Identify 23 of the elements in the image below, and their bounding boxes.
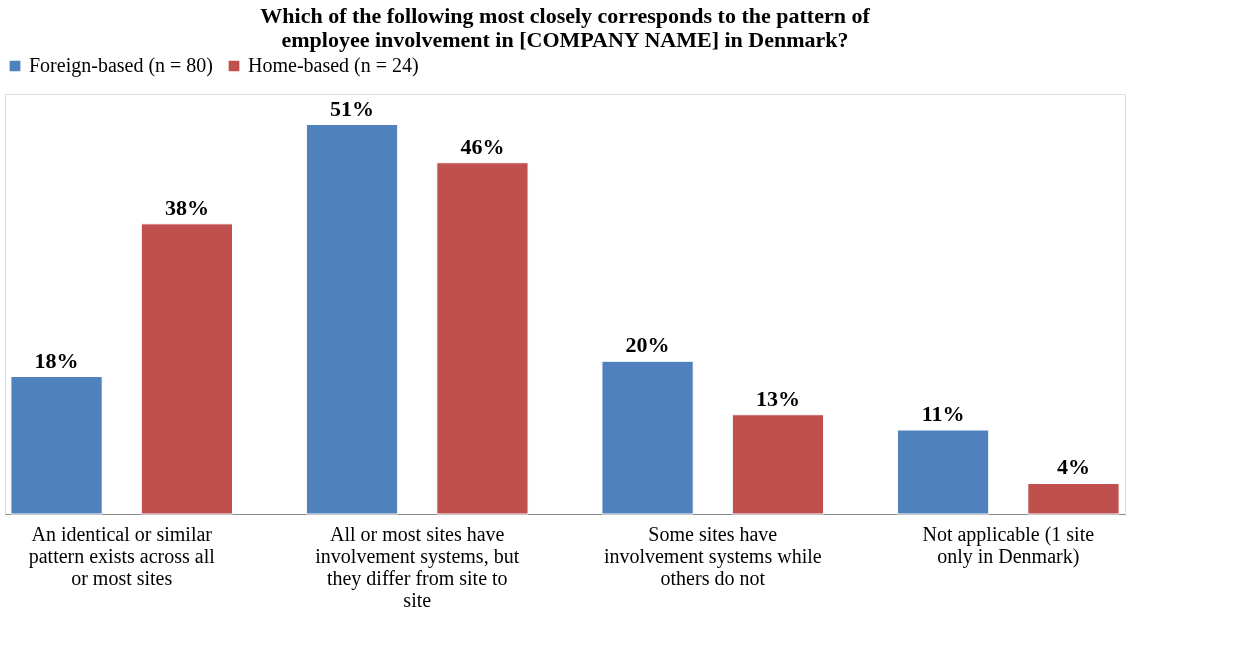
chart-title: Which of the following most closely corresponds to the pattern of employee involvement in [COMPANY NAME] in Denmark?	[260, 3, 871, 52]
data-label: 13%	[755, 385, 800, 411]
x-tick-label: Some sites have involvement systems while others do not	[603, 522, 822, 589]
x-tick-label: An identical or similar pattern exists across all or most sites	[28, 522, 216, 589]
data-label: 4%	[1056, 454, 1090, 480]
bar	[1027, 482, 1120, 515]
x-tick-label: All or most sites have involvement systems, but they differ from site to site	[315, 522, 520, 611]
bar	[10, 376, 103, 515]
data-label: 20%	[625, 332, 670, 358]
bar	[305, 124, 399, 515]
data-label: 11%	[921, 401, 965, 426]
data-label: 18%	[34, 347, 79, 373]
data-label: 46%	[460, 133, 505, 159]
legend-label: Foreign-based (n = 80)	[29, 54, 214, 77]
bar	[896, 429, 990, 515]
bar	[601, 360, 694, 515]
data-label: 51%	[330, 95, 375, 121]
x-tick-label: Not applicable (1 site only in Denmark)	[922, 522, 1095, 568]
bar	[436, 162, 529, 515]
bar	[140, 223, 234, 515]
data-label: 38%	[164, 194, 209, 220]
legend-label: Home-based (n = 24)	[248, 54, 419, 77]
bar	[731, 414, 825, 515]
